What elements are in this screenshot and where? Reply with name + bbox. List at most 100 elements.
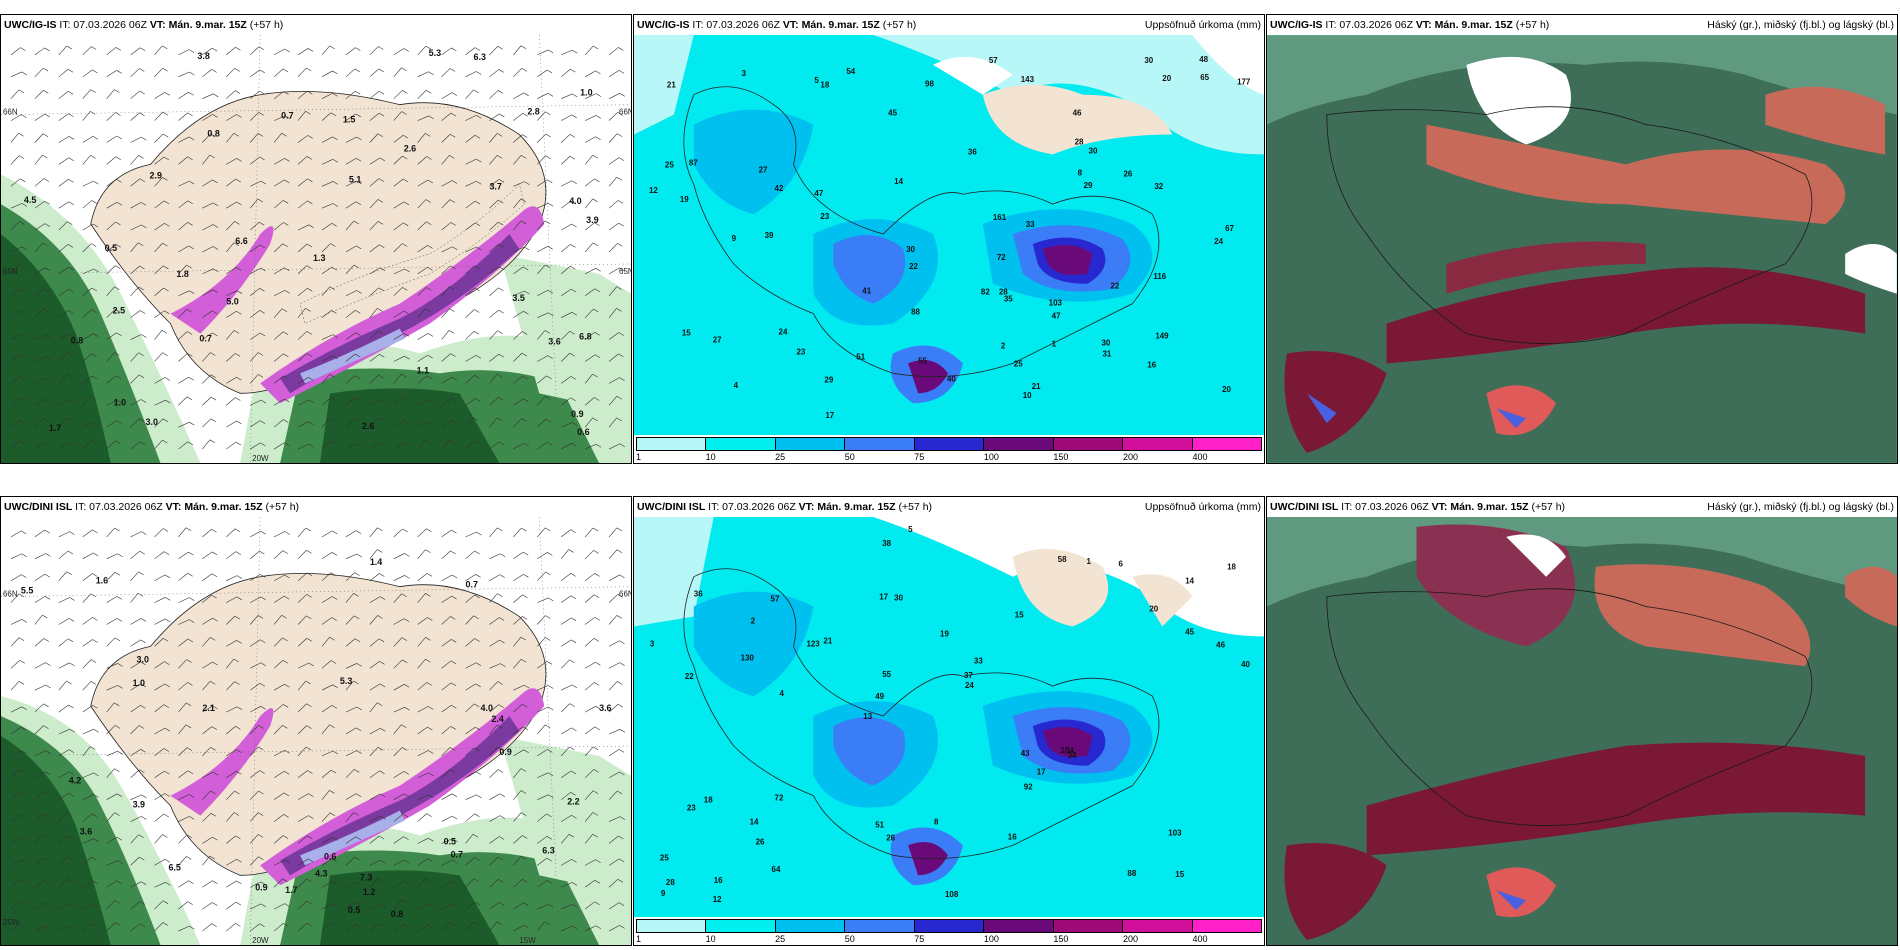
- wind-barb: [250, 221, 260, 231]
- wind-barb-flag: [138, 834, 144, 838]
- wind-barb-flag: [449, 68, 456, 72]
- wind-barb: [345, 47, 356, 56]
- wind-barb-flag: [545, 637, 551, 641]
- wind-barb: [393, 707, 405, 713]
- lon-label: 25W: [3, 918, 20, 927]
- wind-barb: [608, 70, 620, 78]
- wind-barb: [82, 880, 93, 888]
- wind-barb-flag: [356, 157, 362, 162]
- wind-barb-flag: [617, 878, 623, 883]
- wind-barb-flag: [284, 398, 290, 403]
- wind-barb: [130, 202, 142, 209]
- wind-barb-flag: [91, 856, 97, 861]
- wind-barb-flag: [401, 593, 407, 597]
- wind-barb-flag: [545, 264, 551, 269]
- wind-barb: [321, 243, 331, 253]
- wind-barb-flag: [569, 330, 575, 335]
- wind-barb-flag: [619, 377, 625, 381]
- value-label: 34: [1068, 751, 1077, 760]
- wind-barb: [106, 332, 117, 340]
- wind-barb: [10, 681, 20, 691]
- wind-barb-flag: [616, 527, 623, 532]
- wind-barb: [273, 574, 285, 581]
- wind-barb: [465, 331, 475, 340]
- wind-barb-flag: [450, 616, 456, 620]
- wind-barb: [178, 396, 188, 406]
- wind-barb-flag: [19, 923, 26, 927]
- value-label: 3.0: [146, 417, 158, 427]
- wind-barb-flag: [523, 574, 529, 578]
- wind-barb-flag: [403, 310, 409, 315]
- wind-barb-flag: [331, 310, 337, 314]
- wind-barb-flag: [403, 222, 409, 227]
- wind-barb-flag: [474, 47, 481, 51]
- wind-barb: [585, 93, 597, 99]
- wind-barb: [178, 200, 188, 209]
- wind-barb-flag: [498, 441, 505, 446]
- value-label: 4.0: [569, 196, 581, 206]
- wind-barb: [202, 268, 214, 275]
- wind-barb-flag: [44, 573, 50, 578]
- wind-barb: [417, 794, 429, 800]
- wind-barb: [321, 552, 333, 560]
- wind-barb-flag: [307, 288, 313, 292]
- wind-barb-flag: [378, 90, 385, 95]
- wind-barb-flag: [211, 726, 217, 730]
- wind-barb: [58, 704, 69, 713]
- wind-barb-flag: [307, 835, 313, 840]
- wind-barb: [82, 353, 92, 362]
- wind-barb: [202, 114, 213, 121]
- wind-barb: [465, 355, 477, 362]
- wind-barb-flag: [426, 221, 432, 225]
- wind-barb: [178, 659, 187, 669]
- wind-barb-flag: [68, 618, 75, 622]
- wind-barb: [10, 397, 21, 406]
- wind-barb-flag: [233, 812, 240, 816]
- wind-barb-flag: [427, 354, 433, 359]
- wind-barb: [585, 136, 596, 143]
- wind-barb: [154, 223, 165, 231]
- wind-barb: [273, 398, 285, 406]
- wind-barb: [10, 288, 21, 297]
- wind-barb: [608, 749, 620, 757]
- wind-barb: [202, 551, 213, 560]
- wind-barb-flag: [379, 661, 385, 665]
- wind-barb: [537, 355, 548, 362]
- wind-barb-flag: [619, 816, 626, 820]
- wind-barb-flag: [449, 921, 455, 926]
- wind-barb-flag: [67, 878, 73, 883]
- wind-barb: [273, 531, 285, 538]
- wind-barb: [417, 813, 427, 822]
- wind-barb-flag: [260, 706, 266, 710]
- wind-barb-flag: [619, 443, 625, 448]
- wind-barb: [34, 267, 46, 275]
- wind-barb-flag: [377, 746, 384, 751]
- wind-barb-flag: [189, 925, 195, 930]
- wind-barb-flag: [498, 243, 504, 248]
- wind-barb-flag: [306, 900, 313, 905]
- wind-barb: [58, 201, 70, 209]
- wind-barb: [58, 91, 69, 99]
- wind-barb-flag: [329, 45, 335, 50]
- value-label: 28: [999, 288, 1008, 297]
- wind-barb-flag: [139, 418, 145, 423]
- wind-barb-flag: [425, 658, 431, 663]
- wind-barb-flag: [476, 531, 482, 536]
- wind-barb-flag: [162, 439, 168, 444]
- wind-barb-flag: [236, 201, 242, 206]
- value-label: 46: [1216, 640, 1225, 649]
- wind-barb-flag: [186, 396, 193, 401]
- wind-barb: [608, 200, 619, 209]
- wind-barb: [561, 397, 571, 406]
- colorbar-swatch: [637, 438, 707, 450]
- wind-barb: [345, 68, 356, 78]
- wind-barb: [154, 574, 166, 581]
- wind-barb: [34, 356, 46, 362]
- wind-barb: [537, 597, 549, 603]
- wind-barb: [297, 90, 308, 99]
- wind-barb-flag: [498, 353, 504, 358]
- wind-barb: [345, 615, 355, 625]
- wind-barb-flag: [308, 793, 314, 797]
- wind-barb-flag: [329, 417, 335, 422]
- wind-barb-flag: [284, 595, 290, 600]
